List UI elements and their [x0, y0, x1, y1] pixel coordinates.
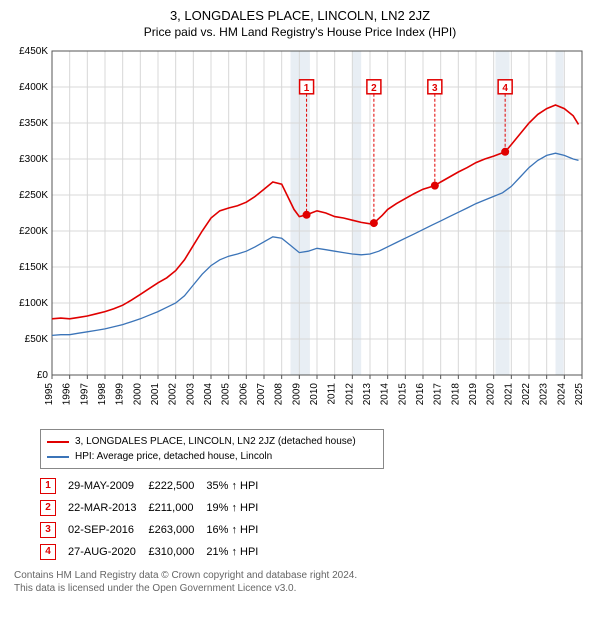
sale-date: 22-MAR-2013: [68, 497, 148, 519]
sale-vs-hpi: 21% ↑ HPI: [206, 541, 270, 563]
svg-text:£0: £0: [37, 370, 49, 381]
svg-text:£200K: £200K: [19, 226, 48, 237]
svg-text:1: 1: [304, 83, 310, 94]
table-row: 2 22-MAR-2013£211,00019% ↑ HPI: [40, 497, 270, 519]
sale-date: 02-SEP-2016: [68, 519, 148, 541]
svg-text:2011: 2011: [327, 383, 338, 405]
sale-marker: 2: [40, 500, 56, 516]
legend-item: 3, LONGDALES PLACE, LINCOLN, LN2 2JZ (de…: [47, 434, 377, 449]
table-row: 1 29-MAY-2009£222,50035% ↑ HPI: [40, 475, 270, 497]
legend-label: HPI: Average price, detached house, Linc…: [75, 449, 272, 464]
svg-text:2017: 2017: [433, 383, 444, 406]
svg-text:2006: 2006: [238, 383, 249, 406]
svg-text:3: 3: [432, 83, 438, 94]
svg-text:£50K: £50K: [25, 334, 49, 345]
sale-vs-hpi: 19% ↑ HPI: [206, 497, 270, 519]
svg-text:2004: 2004: [203, 383, 214, 406]
svg-text:2022: 2022: [521, 383, 532, 406]
footer-line: Contains HM Land Registry data © Crown c…: [14, 569, 594, 582]
sale-price: £263,000: [148, 519, 206, 541]
svg-text:2024: 2024: [556, 383, 567, 406]
svg-text:4: 4: [502, 83, 508, 94]
sale-marker: 1: [40, 478, 56, 494]
svg-text:2001: 2001: [150, 383, 161, 406]
svg-text:£250K: £250K: [19, 190, 48, 201]
svg-text:£450K: £450K: [19, 46, 48, 57]
svg-text:2014: 2014: [380, 383, 391, 406]
svg-text:2012: 2012: [344, 383, 355, 406]
sale-price: £222,500: [148, 475, 206, 497]
sales-table: 1 29-MAY-2009£222,50035% ↑ HPI 2 22-MAR-201…: [40, 475, 270, 563]
svg-text:2018: 2018: [450, 383, 461, 406]
svg-text:2002: 2002: [168, 383, 179, 406]
svg-text:2007: 2007: [256, 383, 267, 406]
svg-text:£350K: £350K: [19, 118, 48, 129]
svg-text:1998: 1998: [97, 383, 108, 406]
footer-attribution: Contains HM Land Registry data © Crown c…: [14, 569, 594, 595]
price-chart: £0 £50K £100K £150K £200K £250K £300K £350K £400…: [6, 45, 594, 425]
chart-title-sub: Price paid vs. HM Land Registry's House …: [6, 25, 594, 39]
svg-text:2010: 2010: [309, 383, 320, 406]
sale-date: 27-AUG-2020: [68, 541, 148, 563]
legend-item: HPI: Average price, detached house, Linc…: [47, 449, 377, 464]
svg-text:2000: 2000: [132, 383, 143, 406]
sale-price: £310,000: [148, 541, 206, 563]
sale-vs-hpi: 16% ↑ HPI: [206, 519, 270, 541]
svg-text:2023: 2023: [539, 383, 550, 406]
svg-text:2016: 2016: [415, 383, 426, 406]
svg-text:2025: 2025: [574, 383, 585, 406]
legend-swatch: [47, 441, 69, 443]
table-row: 4 27-AUG-2020£310,00021% ↑ HPI: [40, 541, 270, 563]
svg-text:2019: 2019: [468, 383, 479, 406]
svg-text:2021: 2021: [503, 383, 514, 406]
chart-title-address: 3, LONGDALES PLACE, LINCOLN, LN2 2JZ: [6, 8, 594, 23]
svg-text:1996: 1996: [62, 383, 73, 406]
svg-text:2008: 2008: [274, 383, 285, 406]
svg-text:2015: 2015: [397, 383, 408, 406]
svg-text:2009: 2009: [291, 383, 302, 406]
sale-marker: 3: [40, 522, 56, 538]
svg-text:1997: 1997: [79, 383, 90, 406]
svg-text:2005: 2005: [221, 383, 232, 406]
sale-vs-hpi: 35% ↑ HPI: [206, 475, 270, 497]
svg-text:£100K: £100K: [19, 298, 48, 309]
svg-text:2020: 2020: [486, 383, 497, 406]
sale-price: £211,000: [148, 497, 206, 519]
svg-text:£400K: £400K: [19, 82, 48, 93]
table-row: 3 02-SEP-2016£263,00016% ↑ HPI: [40, 519, 270, 541]
svg-text:1995: 1995: [44, 383, 55, 406]
sale-date: 29-MAY-2009: [68, 475, 148, 497]
svg-text:1999: 1999: [115, 383, 126, 406]
footer-line: This data is licensed under the Open Gov…: [14, 582, 594, 595]
svg-text:£150K: £150K: [19, 262, 48, 273]
svg-text:2003: 2003: [185, 383, 196, 406]
sale-marker: 4: [40, 544, 56, 560]
legend: 3, LONGDALES PLACE, LINCOLN, LN2 2JZ (de…: [40, 429, 384, 469]
svg-text:£300K: £300K: [19, 154, 48, 165]
legend-label: 3, LONGDALES PLACE, LINCOLN, LN2 2JZ (de…: [75, 434, 356, 449]
svg-text:2: 2: [371, 83, 377, 94]
svg-text:2013: 2013: [362, 383, 373, 406]
legend-swatch: [47, 456, 69, 458]
